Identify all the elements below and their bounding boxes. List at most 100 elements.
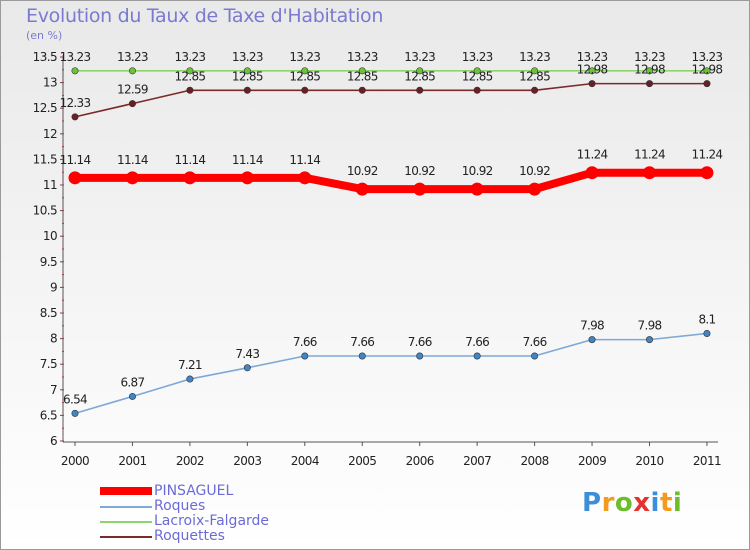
series-line-roquettes xyxy=(74,82,707,118)
data-label-roques: 7.66 xyxy=(465,335,489,349)
chart-title: Evolution du Taux de Taxe d'Habitation xyxy=(26,5,384,27)
data-label-roquettes: 12.85 xyxy=(174,69,205,83)
legend-label: PINSAGUEL xyxy=(154,483,234,499)
data-label-roques: 8.1 xyxy=(698,312,715,326)
y-tick-label: 12.5 xyxy=(33,101,57,115)
y-tick-label: 12 xyxy=(43,127,57,141)
logo-letter: o xyxy=(614,488,634,518)
data-label-lacroix-falgarde: 13.23 xyxy=(60,50,91,64)
data-labels: 13.23 13.23 13.23 13.23 13.23 13.23 13.23 13.23… xyxy=(60,50,724,407)
data-label-lacroix-falgarde: 13.23 xyxy=(634,50,665,64)
data-label-roquettes: 12.85 xyxy=(232,69,263,83)
data-label-lacroix-falgarde: 13.23 xyxy=(117,50,148,64)
data-point-roquettes xyxy=(128,100,136,108)
logo-letter: i xyxy=(672,488,683,518)
logo-letter: x xyxy=(633,488,651,518)
logo-letter: i xyxy=(650,488,660,518)
x-tick-label: 2003 xyxy=(233,454,261,468)
data-label-roquettes: 12.85 xyxy=(519,69,550,83)
y-tick-label: 9.5 xyxy=(40,255,57,269)
logo-letter: P xyxy=(582,488,602,518)
data-label-pinsaguel: 11.14 xyxy=(60,153,91,167)
data-point-lacroix-falgarde xyxy=(703,67,711,75)
data-point-lacroix-falgarde xyxy=(588,67,596,75)
series-line-pinsaguel xyxy=(75,168,707,194)
data-point-lacroix-falgarde xyxy=(128,67,136,75)
data-label-lacroix-falgarde: 13.23 xyxy=(404,50,435,64)
data-point-lacroix-falgarde xyxy=(645,67,653,75)
data-label-roquettes: 12.98 xyxy=(577,63,608,77)
legend-swatch-roquettes xyxy=(100,536,152,538)
data-label-roques: 7.66 xyxy=(350,335,374,349)
series-lines xyxy=(68,67,714,417)
data-point-pinsaguel xyxy=(355,182,369,196)
data-point-lacroix-falgarde xyxy=(186,67,194,75)
data-point-pinsaguel xyxy=(183,171,197,185)
data-label-pinsaguel: 11.24 xyxy=(577,148,608,162)
data-label-pinsaguel: 10.92 xyxy=(519,164,550,178)
y-tick-label: 6 xyxy=(50,434,57,448)
data-point-lacroix-falgarde xyxy=(531,67,539,75)
data-label-roquettes: 12.33 xyxy=(60,96,91,110)
data-label-roquettes: 12.85 xyxy=(289,69,320,83)
data-point-roquettes xyxy=(473,86,481,94)
data-point-roquettes xyxy=(186,86,194,94)
data-point-roques xyxy=(473,352,481,360)
data-label-roques: 7.98 xyxy=(580,319,604,333)
x-tick-label: 2011 xyxy=(693,454,721,468)
data-point-lacroix-falgarde xyxy=(243,67,251,75)
data-point-roques xyxy=(703,329,711,337)
data-label-roquettes: 12.59 xyxy=(117,83,148,97)
legend-label: Roquettes xyxy=(154,528,225,544)
data-point-pinsaguel xyxy=(240,171,254,185)
legend-label: Roques xyxy=(154,498,206,514)
data-point-roquettes xyxy=(71,113,79,121)
data-label-lacroix-falgarde: 13.23 xyxy=(692,50,723,64)
data-label-lacroix-falgarde: 13.23 xyxy=(232,50,263,64)
data-point-pinsaguel xyxy=(643,166,656,180)
data-label-roquettes: 12.85 xyxy=(462,69,493,83)
data-point-roquettes xyxy=(703,80,711,88)
data-point-pinsaguel xyxy=(470,182,484,196)
data-point-roques xyxy=(588,336,596,344)
data-label-pinsaguel: 10.92 xyxy=(462,164,493,178)
data-label-pinsaguel: 11.14 xyxy=(232,153,263,167)
data-label-roquettes: 12.98 xyxy=(634,63,665,77)
data-point-roquettes xyxy=(243,86,251,94)
data-label-pinsaguel: 10.92 xyxy=(347,164,378,178)
data-point-roques xyxy=(243,364,251,372)
data-point-lacroix-falgarde xyxy=(301,67,309,75)
data-point-roques xyxy=(358,352,366,360)
x-tick-label: 2001 xyxy=(118,454,146,468)
data-label-roquettes: 12.98 xyxy=(692,63,723,77)
data-point-roquettes xyxy=(588,80,596,88)
data-point-roques xyxy=(531,352,539,360)
data-point-roquettes xyxy=(301,86,309,94)
series-line-roques xyxy=(74,332,708,415)
x-tick-label: 2005 xyxy=(348,454,376,468)
data-point-pinsaguel xyxy=(413,182,427,196)
data-point-pinsaguel xyxy=(700,166,714,180)
data-label-pinsaguel: 10.92 xyxy=(404,164,435,178)
data-label-lacroix-falgarde: 13.23 xyxy=(462,50,493,64)
x-tick-label: 2006 xyxy=(406,454,434,468)
y-tick-label: 11 xyxy=(43,178,57,192)
x-tick-label: 2007 xyxy=(463,454,491,468)
data-point-roquettes xyxy=(531,86,539,94)
logo-letter: r xyxy=(601,488,615,518)
data-point-roques xyxy=(128,392,136,400)
data-label-roques: 7.66 xyxy=(523,335,547,349)
proxiti-logo: Proxiti xyxy=(582,488,682,518)
data-point-roques xyxy=(301,352,309,360)
data-point-lacroix-falgarde xyxy=(416,67,424,75)
y-tick-label: 8.5 xyxy=(40,306,57,320)
data-label-roques: 7.66 xyxy=(408,335,432,349)
data-point-roques xyxy=(186,375,194,383)
data-label-roques: 6.54 xyxy=(63,392,87,406)
data-label-pinsaguel: 11.24 xyxy=(634,148,665,162)
data-label-pinsaguel: 11.14 xyxy=(117,153,148,167)
logo-letter: t xyxy=(659,488,673,518)
data-point-roquettes xyxy=(645,80,653,88)
